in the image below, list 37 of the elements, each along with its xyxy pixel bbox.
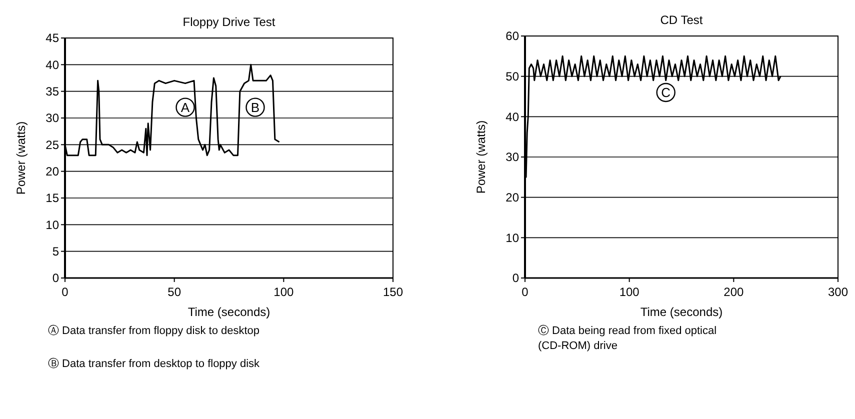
y-tick-label: 0 [512,271,520,286]
annotation: B [250,100,260,116]
y-tick-label: 5 [52,244,60,259]
text: Ⓑ Data transfer from desktop to floppy disk [48,357,260,370]
x-axis-title: Time (seconds) [188,305,270,319]
y-tick-label: 20 [46,164,60,179]
text: Ⓐ Data transfer from floppy disk to desktop [48,324,260,337]
y-tick-label: 35 [46,84,60,99]
x-tick-label: 100 [274,285,294,299]
x-tick-label: 200 [724,285,744,299]
chart-title: Floppy Drive Test [182,15,276,29]
x-axis-title: Time (seconds) [640,305,723,319]
x-tick-label: 150 [382,285,404,299]
x-tick-label: 300 [828,285,848,299]
y-tick-label: 60 [506,29,520,44]
y-tick-label: 10 [46,218,60,232]
x-tick-label: 100 [619,285,640,299]
y-axis-title: Power (watts) [474,120,488,194]
y-tick-label: 50 [506,70,520,84]
y-tick-label: 40 [46,58,60,72]
text: Ⓒ Data being read from fixed optical (CD-ROM) drive [538,324,717,352]
y-tick-label: 40 [506,110,520,124]
y-tick-label: 20 [506,190,520,205]
chart-title: CD Test [660,13,704,27]
x-tick-label: 0 [62,285,69,299]
y-tick-label: 25 [46,138,60,152]
y-tick-label: 30 [506,150,520,164]
y-tick-label: 10 [506,230,520,245]
y-tick-label: 45 [46,31,60,46]
y-tick-label: 15 [46,191,60,206]
annotation: C [661,85,671,100]
y-axis-title: Power (watts) [14,121,28,195]
x-tick-label: 0 [522,285,529,299]
x-tick-label: 50 [168,285,182,299]
y-tick-label: 30 [46,111,60,126]
annotation: A [180,100,190,116]
y-tick-label: 0 [52,271,60,286]
